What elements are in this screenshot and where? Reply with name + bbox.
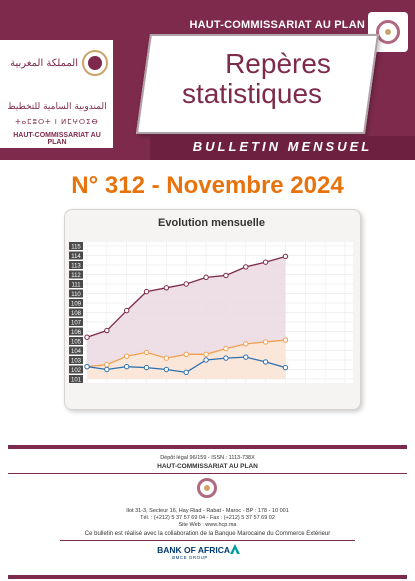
y-tick-bg <box>69 251 83 260</box>
y-tick-label: 104 <box>71 349 82 355</box>
y-tick-bg <box>69 299 83 307</box>
series-point-2 <box>123 363 130 370</box>
footer-divider <box>8 473 407 474</box>
series-point-0 <box>84 334 90 340</box>
y-tick-bg <box>69 318 83 326</box>
y-tick-label: 112 <box>71 273 81 279</box>
logo-arabic-kingdom: المملكة المغربية <box>10 58 78 69</box>
y-tick-bg <box>69 261 83 269</box>
series-point-0 <box>282 253 289 260</box>
series-point-1 <box>262 339 269 345</box>
series-point-2 <box>84 363 90 370</box>
y-tick-bg <box>69 346 83 355</box>
bank-name: BANK OF AFRICA <box>157 545 230 555</box>
footer-org-name: HAUT-COMMISSARIAT AU PLAN <box>157 463 258 470</box>
y-tick-label: 106 <box>71 330 82 336</box>
series-point-0 <box>223 272 229 279</box>
y-tick-label: 105 <box>71 340 82 346</box>
series-point-0 <box>262 259 269 265</box>
logo-arabic-hcp: المندوبية السامية للتخطيط <box>7 102 107 112</box>
y-tick-bg <box>69 337 83 345</box>
footer-divider-2 <box>60 540 355 541</box>
bank-of-africa-icon <box>230 544 240 554</box>
bank-group: BMCE GROUP <box>172 555 208 560</box>
chart-title: Evolution mensuelle <box>158 217 265 229</box>
series-point-1 <box>143 349 150 356</box>
y-tick-bg <box>69 327 83 336</box>
y-tick-label: 107 <box>71 321 82 327</box>
series-point-2 <box>243 354 249 360</box>
footer-rule <box>8 445 407 449</box>
y-tick-label: 111 <box>71 283 81 289</box>
y-tick-label: 108 <box>71 311 82 317</box>
y-tick-bg <box>69 289 83 298</box>
y-tick-label: 113 <box>71 264 81 270</box>
y-tick-bg <box>69 365 83 374</box>
series-point-2 <box>104 366 110 373</box>
series-point-2 <box>262 359 269 365</box>
y-tick-bg <box>69 280 83 288</box>
y-tick-bg <box>69 308 83 317</box>
series-point-1 <box>243 341 249 347</box>
bulletin-band <box>150 136 415 160</box>
y-tick-label: 101 <box>71 378 82 384</box>
y-tick-bg <box>69 270 83 279</box>
bulletin-label: BULLETIN MENSUEL <box>192 139 373 154</box>
series-point-2 <box>143 364 150 371</box>
y-tick-bg <box>69 356 83 364</box>
series-point-2 <box>282 364 289 371</box>
publication-title-line-2: statistiques <box>181 78 323 109</box>
series-point-1 <box>163 355 170 361</box>
footer-rule-bottom <box>8 575 407 579</box>
y-tick-label: 110 <box>71 292 81 298</box>
y-tick-label: 103 <box>71 359 82 365</box>
series-point-1 <box>183 351 189 357</box>
hcp-footer-logo-icon <box>192 478 222 506</box>
series-point-1 <box>223 345 229 352</box>
series-point-0 <box>104 327 110 334</box>
series-point-0 <box>183 281 189 287</box>
series-point-1 <box>123 353 130 359</box>
y-tick-bg <box>69 242 83 250</box>
series-point-1 <box>203 351 209 357</box>
footer-address: Ilot 31-3, Secteur 16, Hay Riad - Rabat … <box>126 508 289 514</box>
series-point-0 <box>243 264 249 270</box>
series-point-2 <box>183 369 189 376</box>
series-point-1 <box>282 337 289 343</box>
series-point-2 <box>223 355 229 361</box>
footer-collaboration: Ce bulletin est réalisé avec la collabor… <box>84 531 331 537</box>
series-area-1 <box>87 340 286 379</box>
publication-title-line-1: Repères <box>225 48 331 79</box>
legal-deposit: Dépôt légal 96/159 - ISSN : 1113-738X <box>160 455 255 461</box>
series-point-2 <box>203 357 209 363</box>
logo-tifinagh: ⵜⴰⵎⵓⵔⵜ ⵏ ⵍⵎⵖⵔⵉⴱ <box>15 118 99 126</box>
y-tick-label: 115 <box>71 245 81 251</box>
moroccan-emblem-icon <box>82 50 108 76</box>
y-tick-label: 109 <box>71 302 82 308</box>
logo-name: HAUT-COMMISSARIAT AU PLAN <box>13 132 101 146</box>
series-point-0 <box>163 285 170 291</box>
series-point-1 <box>104 362 110 368</box>
y-tick-label: 102 <box>71 368 82 374</box>
series-point-0 <box>123 307 130 314</box>
header-org-name: HAUT-COMMISSARIAT AU PLAN <box>189 19 365 31</box>
y-tick-label: 114 <box>71 254 81 260</box>
issue-title: N° 312 - Novembre 2024 <box>71 172 344 199</box>
series-point-2 <box>163 366 170 373</box>
series-point-0 <box>143 288 150 295</box>
y-tick-bg <box>69 375 83 383</box>
footer-website[interactable]: Site Web : www.hcp.ma <box>178 522 237 528</box>
series-point-0 <box>203 274 209 281</box>
footer-phone: Tél. : (+212) 5 37 57 69 04 - Fax : (+21… <box>140 515 275 521</box>
